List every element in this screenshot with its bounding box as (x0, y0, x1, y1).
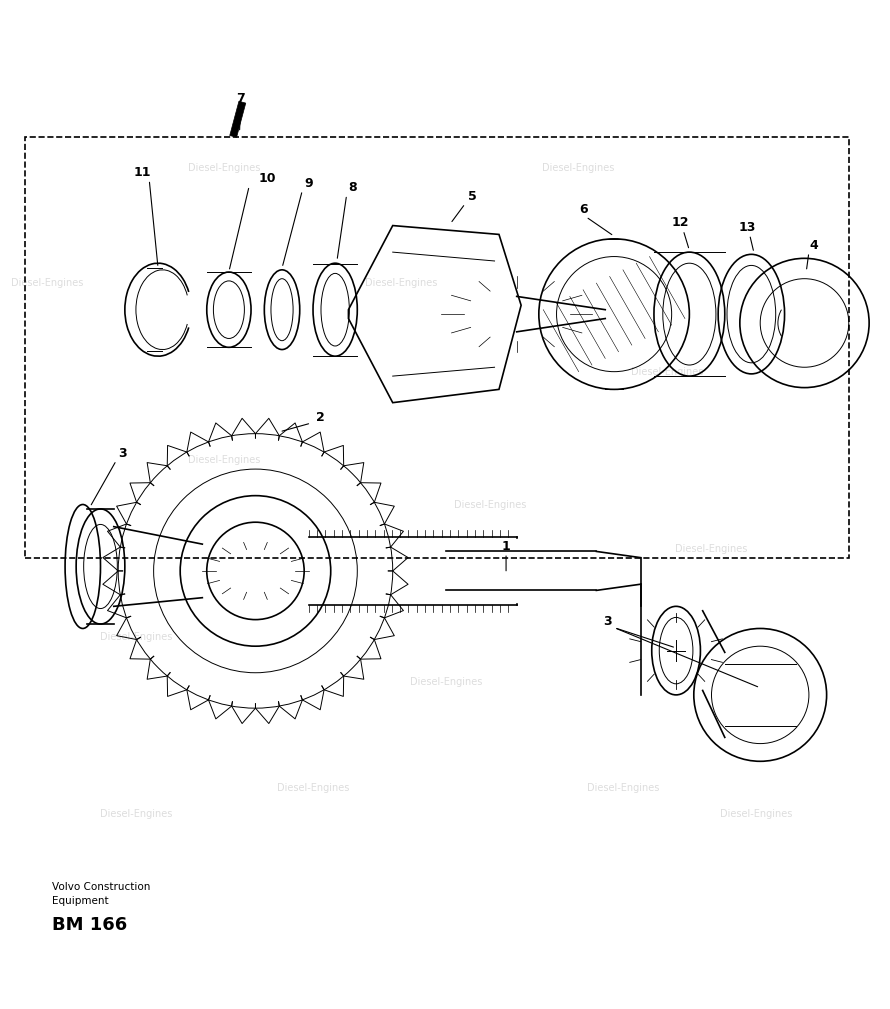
Text: Diesel-Engines: Diesel-Engines (587, 783, 659, 793)
Text: 13: 13 (738, 221, 756, 234)
Text: 1: 1 (502, 540, 511, 553)
Text: Volvo Construction: Volvo Construction (52, 882, 150, 892)
Text: 3: 3 (603, 614, 612, 628)
Text: Diesel-Engines: Diesel-Engines (12, 278, 84, 289)
Text: 12: 12 (672, 216, 689, 229)
Text: 8: 8 (349, 181, 357, 194)
Text: Diesel-Engines: Diesel-Engines (543, 163, 615, 173)
Text: Diesel-Engines: Diesel-Engines (100, 633, 172, 643)
Text: 6: 6 (578, 203, 587, 216)
Text: Diesel-Engines: Diesel-Engines (189, 163, 261, 173)
Text: BM 166: BM 166 (52, 916, 127, 934)
Text: 7: 7 (236, 93, 245, 105)
Text: 4: 4 (809, 238, 818, 251)
Text: Diesel-Engines: Diesel-Engines (454, 499, 526, 510)
Text: 2: 2 (316, 412, 325, 424)
Text: 3: 3 (118, 447, 127, 460)
Text: Diesel-Engines: Diesel-Engines (676, 544, 748, 554)
Text: 5: 5 (468, 190, 477, 203)
Text: 10: 10 (258, 173, 276, 185)
Text: Diesel-Engines: Diesel-Engines (100, 809, 172, 819)
Text: 11: 11 (134, 165, 151, 179)
Text: Diesel-Engines: Diesel-Engines (366, 278, 438, 289)
Text: Diesel-Engines: Diesel-Engines (409, 677, 482, 686)
Text: Diesel-Engines: Diesel-Engines (277, 783, 349, 793)
Text: Equipment: Equipment (52, 896, 109, 906)
Text: 9: 9 (304, 177, 313, 190)
Text: Diesel-Engines: Diesel-Engines (720, 809, 792, 819)
Text: Diesel-Engines: Diesel-Engines (631, 366, 703, 376)
Bar (230, 101, 246, 137)
Text: Diesel-Engines: Diesel-Engines (189, 455, 261, 465)
